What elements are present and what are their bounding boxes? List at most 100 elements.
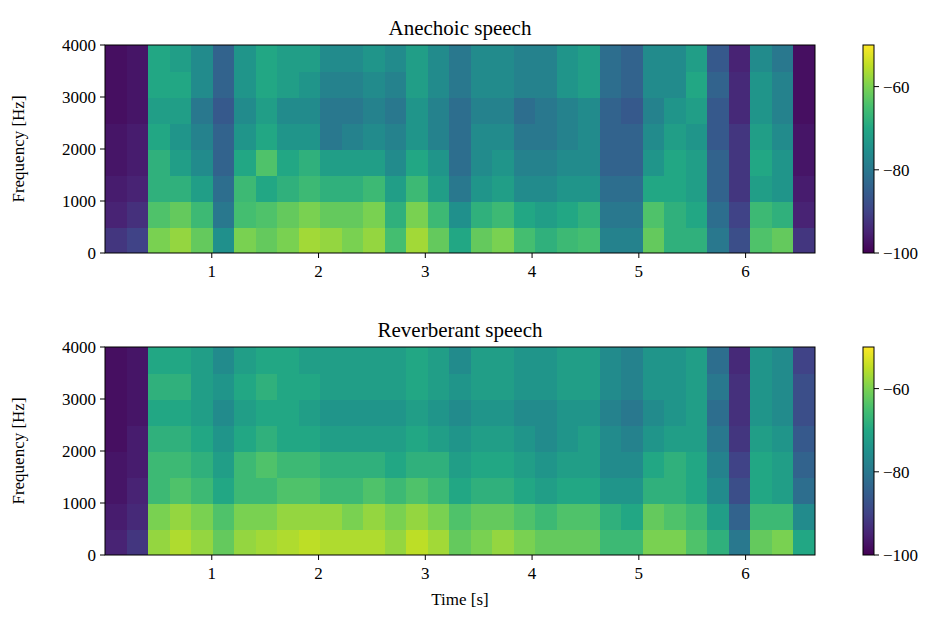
- cell: [406, 123, 428, 150]
- cell: [170, 477, 192, 504]
- cell: [707, 347, 729, 374]
- cell: [621, 45, 643, 72]
- cell: [557, 175, 579, 202]
- cell: [256, 347, 278, 374]
- cell: [170, 123, 192, 150]
- y-tick-label: 4000: [62, 36, 96, 55]
- cell: [643, 425, 665, 452]
- cells: [105, 45, 815, 253]
- cell: [729, 425, 751, 452]
- cell: [191, 71, 213, 98]
- cell: [363, 529, 385, 555]
- cell: [600, 97, 622, 124]
- cell: [148, 347, 170, 374]
- cell: [363, 45, 385, 72]
- cell: [277, 477, 299, 504]
- panel: 12345601000200030004000Reverberant speec…: [9, 318, 918, 609]
- cell: [148, 477, 170, 504]
- cell: [277, 97, 299, 124]
- cell: [105, 149, 127, 176]
- cell: [514, 45, 536, 72]
- cell: [578, 373, 600, 400]
- cell: [514, 503, 536, 530]
- cell: [643, 45, 665, 72]
- cell: [557, 503, 579, 530]
- cell: [535, 451, 557, 478]
- x-tick: [745, 555, 746, 560]
- cell: [234, 201, 256, 228]
- cell: [535, 175, 557, 202]
- cell: [600, 529, 622, 555]
- cell: [385, 45, 407, 72]
- cell: [234, 71, 256, 98]
- cell: [643, 399, 665, 426]
- cell: [170, 227, 192, 253]
- cell: [127, 347, 149, 374]
- cell: [406, 529, 428, 555]
- cell: [643, 503, 665, 530]
- cell: [363, 97, 385, 124]
- cell: [535, 399, 557, 426]
- cell: [664, 45, 686, 72]
- cell: [234, 227, 256, 253]
- cell: [471, 149, 493, 176]
- cell: [578, 451, 600, 478]
- cell: [793, 477, 815, 504]
- cell: [428, 425, 450, 452]
- cell: [664, 227, 686, 253]
- cell: [342, 201, 364, 228]
- cell: [707, 425, 729, 452]
- cell: [557, 425, 579, 452]
- cell: [707, 123, 729, 150]
- x-tick-label: 3: [421, 262, 430, 281]
- cell: [600, 399, 622, 426]
- title: Anechoic speech: [389, 16, 532, 40]
- cell: [449, 529, 471, 555]
- cell: [406, 503, 428, 530]
- cell: [600, 45, 622, 72]
- cell: [105, 373, 127, 400]
- cell: [643, 149, 665, 176]
- cell: [621, 373, 643, 400]
- cell: [406, 347, 428, 374]
- cell: [234, 347, 256, 374]
- cell: [664, 477, 686, 504]
- cell: [428, 477, 450, 504]
- cell: [471, 425, 493, 452]
- cell: [643, 71, 665, 98]
- cell: [449, 201, 471, 228]
- cell: [406, 149, 428, 176]
- cell: [277, 503, 299, 530]
- cell: [750, 97, 772, 124]
- cell: [621, 425, 643, 452]
- cell: [578, 347, 600, 374]
- cell: [578, 201, 600, 228]
- cell: [170, 45, 192, 72]
- cell: [320, 45, 342, 72]
- cell: [772, 175, 794, 202]
- cell: [471, 71, 493, 98]
- cell: [213, 399, 235, 426]
- cell: [127, 97, 149, 124]
- cell: [514, 175, 536, 202]
- cell: [729, 97, 751, 124]
- cell: [256, 503, 278, 530]
- cell: [127, 123, 149, 150]
- cell: [535, 425, 557, 452]
- cell: [127, 503, 149, 530]
- cell: [170, 149, 192, 176]
- cell: [191, 477, 213, 504]
- cell: [277, 175, 299, 202]
- cell: [664, 97, 686, 124]
- cell: [170, 175, 192, 202]
- cell: [750, 201, 772, 228]
- cell: [707, 71, 729, 98]
- cell: [707, 451, 729, 478]
- cell: [191, 503, 213, 530]
- cell: [449, 97, 471, 124]
- cell: [621, 175, 643, 202]
- cell: [127, 425, 149, 452]
- cell: [471, 373, 493, 400]
- cell: [148, 399, 170, 426]
- cell: [256, 71, 278, 98]
